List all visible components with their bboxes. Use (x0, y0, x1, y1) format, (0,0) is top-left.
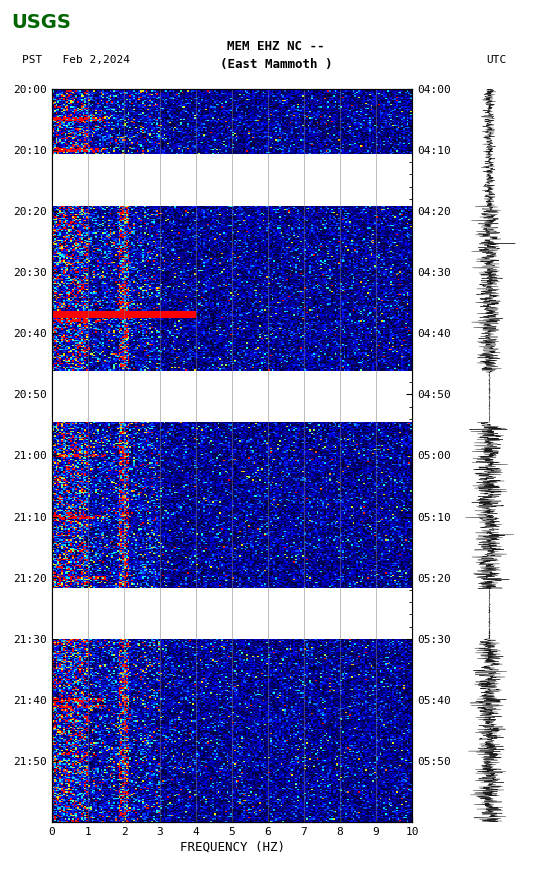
X-axis label: FREQUENCY (HZ): FREQUENCY (HZ) (179, 841, 284, 854)
Text: (East Mammoth ): (East Mammoth ) (220, 58, 332, 71)
Text: UTC: UTC (486, 55, 506, 65)
Text: PST   Feb 2,2024: PST Feb 2,2024 (22, 55, 130, 65)
Bar (52, 155, 412, 205)
Text: USGS: USGS (11, 13, 71, 32)
Bar (52, 589, 412, 639)
Bar (52, 372, 412, 422)
Text: MEM EHZ NC --: MEM EHZ NC -- (227, 40, 325, 53)
